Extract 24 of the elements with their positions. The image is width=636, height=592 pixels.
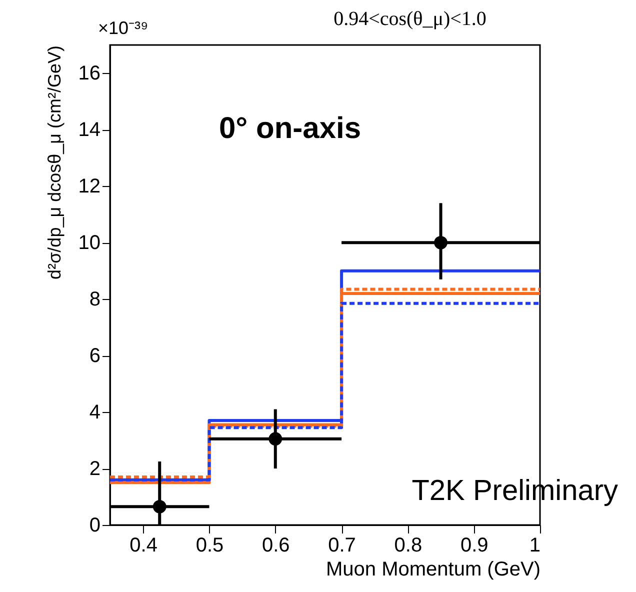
y-tick-label: 4 [89,402,100,424]
annotation: 0° on-axis [218,112,362,145]
y-tick-label: 2 [89,458,100,480]
chart-title: 0.94<cos(θ_μ)<1.0 [334,8,486,30]
x-tick-label: 0.6 [262,534,290,556]
x-axis-title: Muon Momentum (GeV) [326,558,540,580]
y-tick-label: 0 [89,514,100,536]
y-axis-title: d²σ/dp_μ dcosθ_μ (cm²/GeV) [44,46,64,280]
x-tick-label: 0.9 [460,534,488,556]
x-tick-label: 1 [529,534,540,556]
x-tick-label: 0.8 [394,534,422,556]
point [268,432,282,446]
point [434,236,448,250]
y-tick-label: 12 [78,176,100,198]
y-tick-label: 16 [78,62,100,85]
y-tick-label: 6 [89,345,100,368]
x-tick-label: 0.7 [328,534,356,556]
point [152,500,166,514]
y-tick-label: 8 [89,288,100,311]
y-tick-label: 14 [78,119,100,142]
x-tick-label: 0.5 [196,534,224,556]
text: ×10⁻³⁹ [98,18,148,38]
y-tick-label: 10 [78,232,100,254]
x-tick-label: 0.4 [130,534,158,556]
